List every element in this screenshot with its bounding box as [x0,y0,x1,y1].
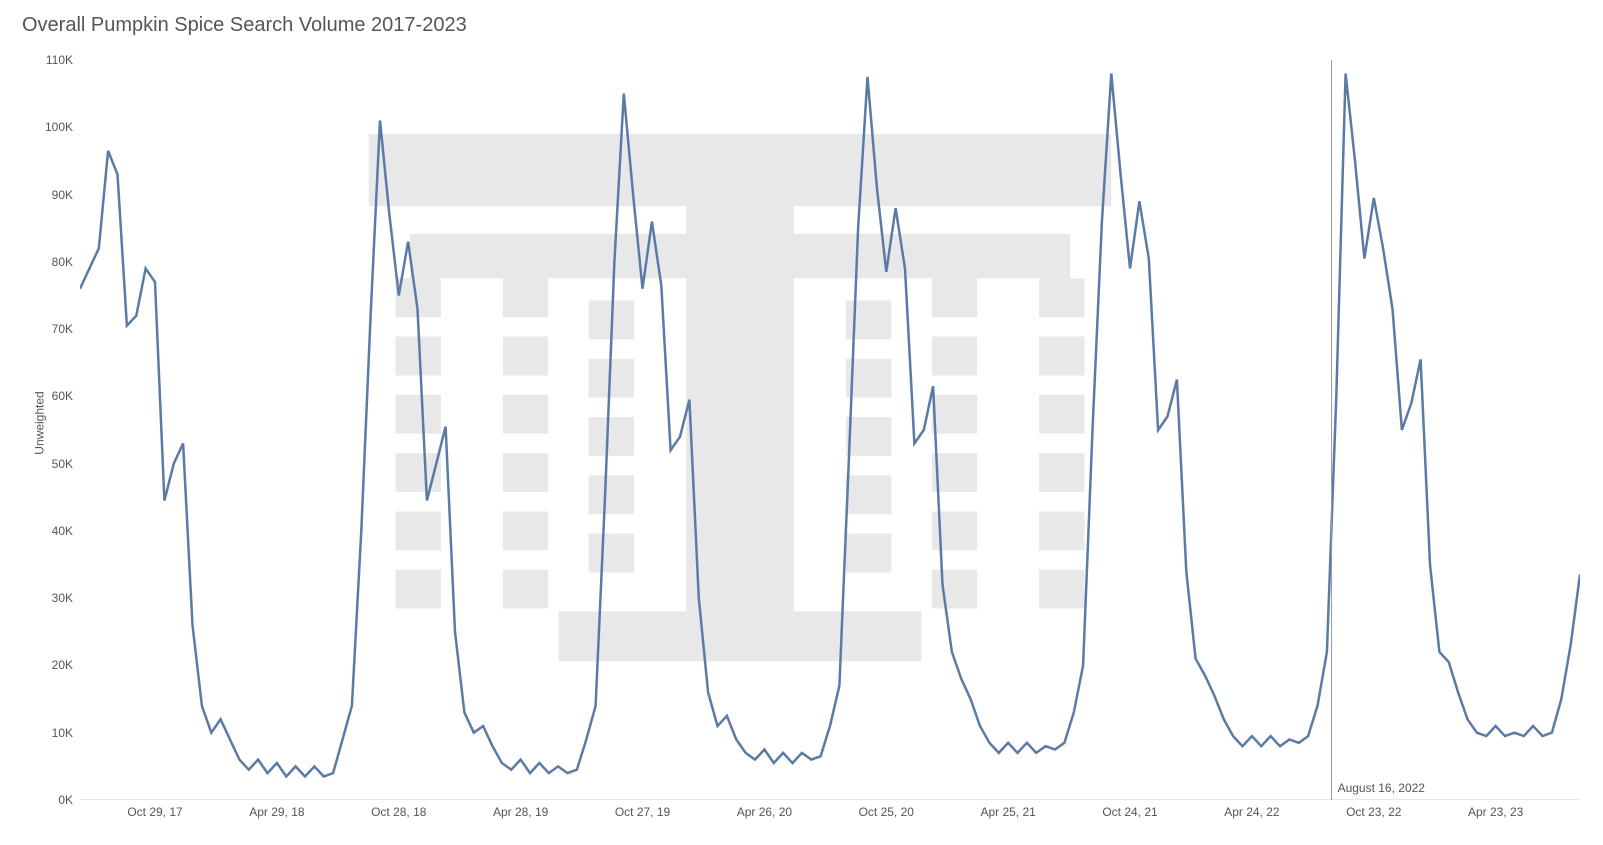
line-chart-svg: August 16, 2022 [80,60,1580,800]
annotation-label: August 16, 2022 [1338,781,1426,795]
y-tick-label: 50K [52,457,73,471]
chart-title: Overall Pumpkin Spice Search Volume 2017… [22,14,467,37]
x-tick-label: Oct 29, 17 [127,805,182,819]
x-tick-label: Apr 26, 20 [737,805,792,819]
y-tick-label: 90K [52,188,73,202]
chart-area: August 16, 2022 [80,60,1580,800]
y-tick-label: 0K [58,793,73,807]
y-axis-label: Unweighted [33,391,47,454]
x-tick-label: Oct 25, 20 [859,805,914,819]
y-tick-label: 30K [52,591,73,605]
x-tick-label: Oct 24, 21 [1102,805,1157,819]
y-tick-label: 70K [52,322,73,336]
y-tick-label: 110K [46,53,73,67]
watermark-logo [369,134,1112,661]
annotation-group: August 16, 2022 [1332,60,1426,800]
x-tick-label: Apr 29, 18 [249,805,304,819]
y-tick-label: 80K [52,255,73,269]
y-tick-label: 20K [52,658,73,672]
x-tick-label: Oct 23, 22 [1346,805,1401,819]
x-tick-label: Apr 23, 23 [1468,805,1523,819]
x-tick-label: Apr 25, 21 [980,805,1035,819]
x-tick-label: Oct 28, 18 [371,805,426,819]
y-tick-label: 100K [45,120,73,134]
y-tick-label: 10K [52,726,73,740]
y-tick-label: 40K [52,524,73,538]
x-tick-label: Apr 28, 19 [493,805,548,819]
y-tick-label: 60K [52,389,73,403]
x-tick-label: Apr 24, 22 [1224,805,1279,819]
x-tick-label: Oct 27, 19 [615,805,670,819]
